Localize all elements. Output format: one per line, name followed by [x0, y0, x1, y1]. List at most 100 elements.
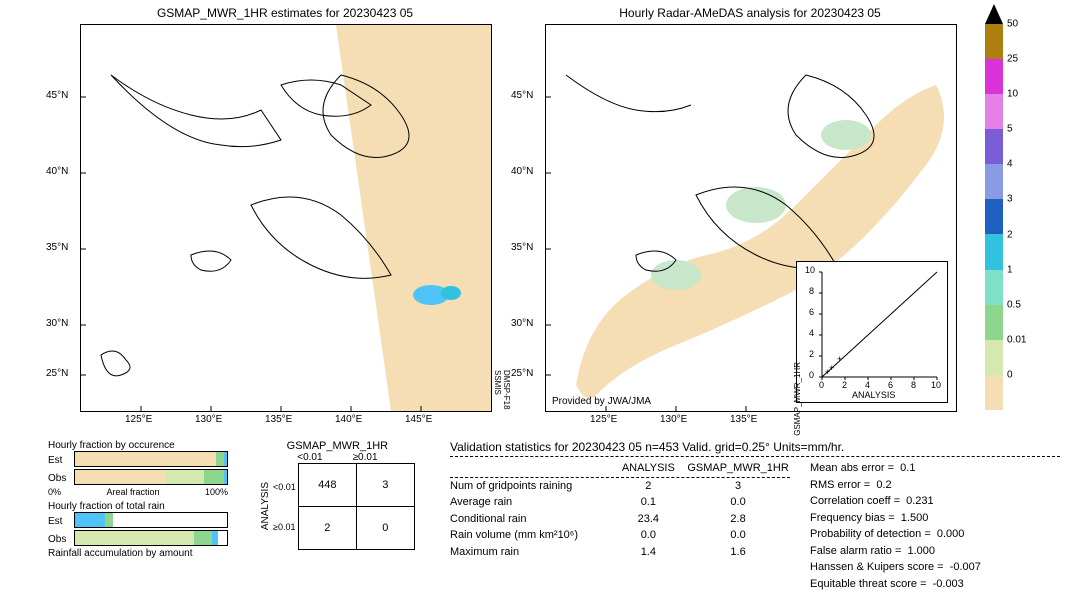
colorbar-label: 2 [1007, 229, 1013, 240]
inset-xlabel: ANALYSIS [852, 390, 895, 400]
right-map-title: Hourly Radar-AMeDAS analysis for 2023042… [545, 6, 955, 20]
provider-label: Provided by JWA/JMA [552, 396, 651, 407]
scores-block: Mean abs error = 0.1RMS error = 0.2Corre… [810, 460, 981, 592]
bar-seg [224, 470, 227, 484]
cont-11: 0 [356, 507, 414, 550]
inset-xt-1: 2 [842, 380, 847, 390]
validation-row: Maximum rain1.41.6 [450, 544, 790, 561]
colorbar-seg [985, 375, 1003, 410]
bar-label: Est [48, 516, 70, 527]
score-row: Correlation coeff = 0.231 [810, 493, 981, 510]
cont-row0: <0.01 [273, 482, 296, 492]
inset-yt-2: 4 [809, 328, 814, 338]
cont-col1: ≥0.01 [353, 452, 378, 463]
bar-seg [166, 470, 204, 484]
rain-tint-1 [821, 120, 871, 150]
inset-yt-3: 6 [809, 307, 814, 317]
right-xlabel-2: 135°E [730, 414, 757, 425]
colorbar-label: 0.5 [1007, 299, 1021, 310]
cont-00: 448 [298, 464, 356, 507]
bar-seg [75, 513, 105, 527]
right-xlabel-0: 125°E [590, 414, 617, 425]
colorbar-label: 3 [1007, 194, 1013, 205]
bar-seg [75, 470, 166, 484]
coast-r-continent [566, 75, 691, 112]
bar-row [74, 469, 228, 485]
bar-seg [218, 531, 227, 545]
bar-seg [194, 531, 212, 545]
inset-yt-1: 2 [809, 349, 814, 359]
inset-xt-5: 10 [931, 380, 941, 390]
cont-col0: <0.01 [297, 452, 322, 463]
inset-yt-4: 8 [809, 286, 814, 296]
right-ylabel-40: 40°N [511, 166, 533, 177]
bar-seg [224, 452, 227, 466]
inset-scatter: + + + 0 2 4 6 8 10 0 2 4 6 8 10 ANALYSIS… [796, 261, 948, 403]
score-row: RMS error = 0.2 [810, 477, 981, 494]
cont-title: GSMAP_MWR_1HR [260, 440, 415, 452]
left-map [80, 24, 492, 412]
cont-row-axis: ANALYSIS [260, 482, 271, 530]
rain-tint-3 [651, 260, 701, 290]
colorbar-label: 10 [1007, 89, 1018, 100]
colorbar-seg [985, 59, 1003, 94]
left-ylabel-40: 40°N [46, 166, 68, 177]
totalrain-title: Hourly fraction of total rain [48, 501, 228, 512]
svg-text:+: + [829, 363, 834, 373]
colorbar-label: 25 [1007, 54, 1018, 65]
inset-yt-5: 10 [805, 265, 815, 275]
cont-10: 2 [298, 507, 356, 550]
precip-patch-2 [441, 286, 461, 300]
score-row: Mean abs error = 0.1 [810, 460, 981, 477]
right-xlabel-1: 130°E [660, 414, 687, 425]
validation-table: ANALYSIS GSMAP_MWR_1HR Num of gridpoints… [450, 460, 790, 560]
right-ylabel-25: 25°N [511, 368, 533, 379]
bar-label: Est [48, 455, 70, 466]
colorbar-label: 1 [1007, 264, 1013, 275]
occ-x0: 0% [48, 487, 61, 497]
bar-seg [75, 531, 194, 545]
left-xlabel-2: 135°E [265, 414, 292, 425]
left-xlabel-4: 145°E [405, 414, 432, 425]
right-ylabel-35: 35°N [511, 242, 533, 253]
score-row: Frequency bias = 1.500 [810, 510, 981, 527]
score-row: Equitable threat score = -0.003 [810, 576, 981, 593]
bar-seg [105, 513, 113, 527]
bar-seg [113, 513, 227, 527]
swath-region [336, 25, 491, 411]
bar-seg [75, 452, 216, 466]
left-xlabel-0: 125°E [125, 414, 152, 425]
satellite-label: DMSP-F18 SSMIS [493, 370, 511, 410]
colorbar-label: 50 [1007, 19, 1018, 30]
score-row: Probability of detection = 0.000 [810, 526, 981, 543]
validation-row: Rain volume (mm km²10⁶)0.00.0 [450, 527, 790, 544]
rain-tint-2 [726, 187, 786, 223]
cont-01: 3 [356, 464, 414, 507]
colorbar-seg [985, 199, 1003, 234]
left-map-title: GSMAP_MWR_1HR estimates for 20230423 05 [80, 6, 490, 20]
occ-x2: 100% [205, 487, 228, 497]
val-colA: ANALYSIS [611, 460, 687, 477]
left-ylabel-25: 25°N [46, 368, 68, 379]
occurrence-title: Hourly fraction by occurence [48, 440, 228, 451]
val-colB: GSMAP_MWR_1HR [686, 460, 790, 477]
left-xlabel-1: 130°E [195, 414, 222, 425]
colorbar: 502510543210.50.010 [985, 24, 1003, 410]
colorbar-seg [985, 24, 1003, 59]
left-ylabel-30: 30°N [46, 318, 68, 329]
colorbar-seg [985, 234, 1003, 269]
inset-xt-2: 4 [865, 380, 870, 390]
colorbar-seg [985, 340, 1003, 375]
svg-text:+: + [837, 354, 842, 364]
bar-row [74, 451, 228, 467]
colorbar-label: 5 [1007, 124, 1013, 135]
inset-xt-3: 6 [888, 380, 893, 390]
left-xlabel-3: 140°E [335, 414, 362, 425]
colorbar-label: 0.01 [1007, 334, 1026, 345]
cont-row1: ≥0.01 [273, 522, 296, 532]
colorbar-label: 0 [1007, 369, 1013, 380]
bar-seg [216, 452, 224, 466]
coast-taiwan [101, 351, 130, 376]
validation-row: Conditional rain23.42.8 [450, 511, 790, 528]
colorbar-seg [985, 305, 1003, 340]
